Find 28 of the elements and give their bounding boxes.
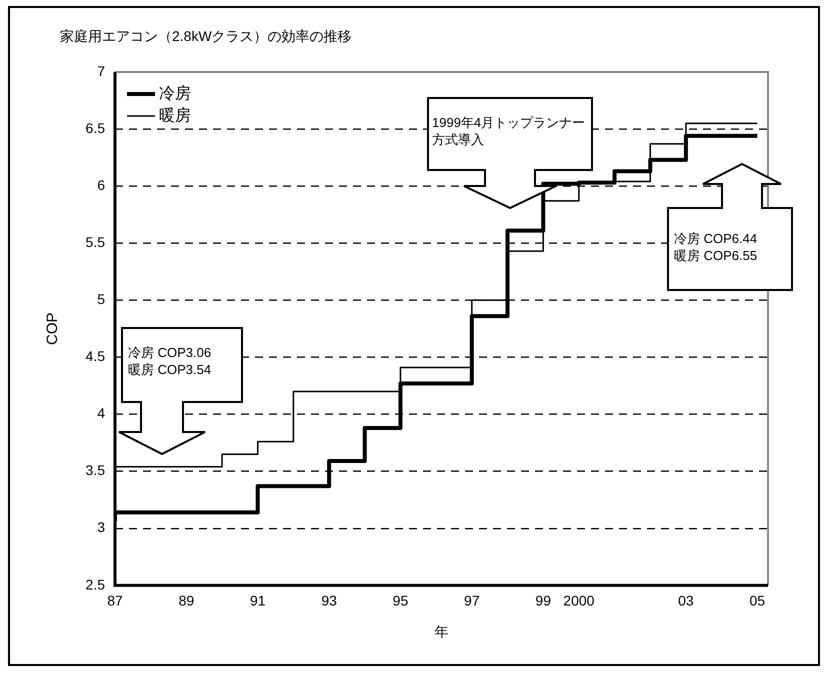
x-tick-label: 89 [178,592,194,609]
x-tick-label: 91 [250,592,266,609]
annotation: 冷房 COP6.44 暖房 COP6.55 [674,230,758,264]
x-tick-label: 03 [678,592,694,609]
y-tick-label: 5.5 [86,234,106,250]
y-tick-label: 6 [97,176,106,193]
legend-label: 暖房 [159,106,191,124]
annotation: 1999年4月トップランナー方式導入 [432,114,586,148]
y-tick-label: 7 [97,62,106,79]
y-tick-label: 6.5 [86,120,106,136]
y-tick-label: 3.5 [86,462,106,478]
x-tick-label: 95 [392,592,408,609]
y-tick-label: 3 [97,519,106,536]
x-tick-label: 97 [464,592,480,609]
annotation: 冷房 COP3.06 暖房 COP3.54 [128,344,212,378]
chart-title: 家庭用エアコン（2.8kWクラス）の効率の推移 [60,28,352,46]
x-axis-title: 年 [434,623,448,640]
y-axis-title: COP [44,312,62,345]
y-tick-label: 5 [97,291,106,308]
x-tick-label: 93 [321,592,338,609]
x-tick-label: 87 [107,592,123,609]
x-tick-label: 05 [750,592,766,609]
x-tick-label: 2000 [563,592,595,609]
y-tick-label: 4.5 [86,348,106,364]
y-tick-label: 2.5 [86,576,106,592]
legend-label: 冷房 [159,84,191,102]
x-tick-label: 99 [535,592,552,609]
y-tick-label: 4 [97,405,106,422]
